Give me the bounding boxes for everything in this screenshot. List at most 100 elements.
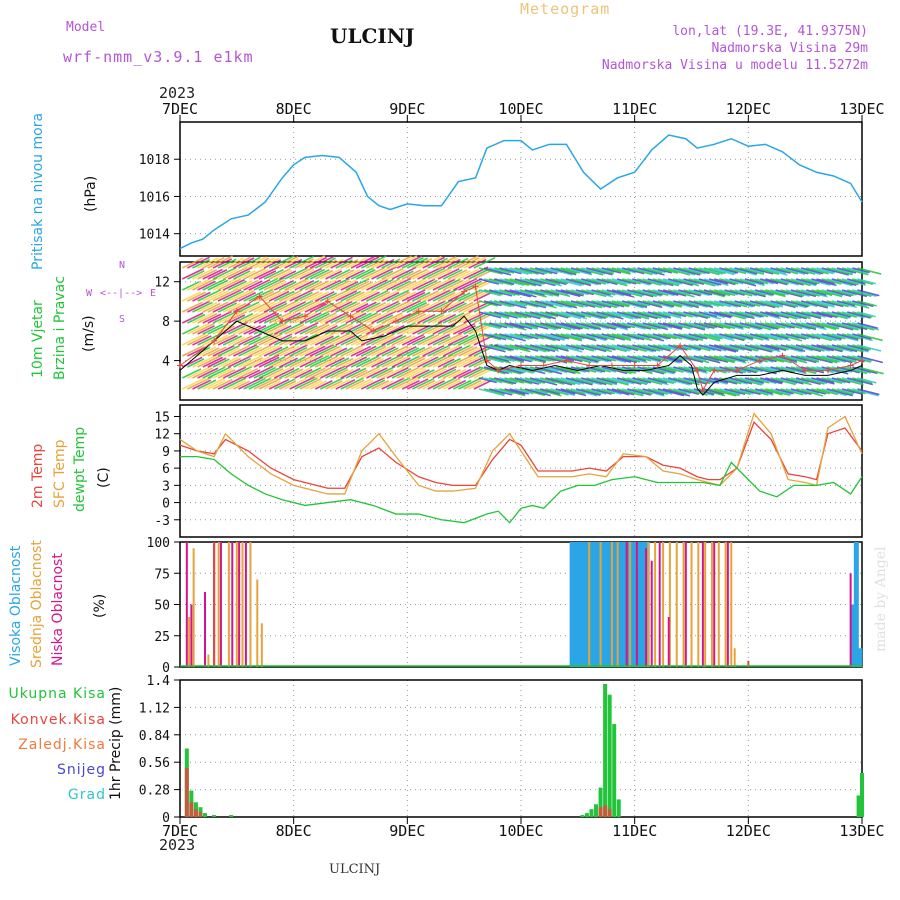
wind-barb [668, 333, 694, 342]
wind-barb [780, 333, 800, 340]
wind-barb [847, 366, 871, 374]
wind-barb [494, 333, 513, 340]
wind-barb [187, 376, 213, 390]
wind-barb [376, 258, 395, 269]
wind-barb [637, 333, 665, 342]
wind-barb [197, 269, 218, 280]
wind-barb [381, 377, 405, 390]
wind-barb [642, 322, 669, 331]
wind-barb [642, 311, 668, 319]
wind-barb [360, 255, 387, 269]
wind-barb [268, 281, 287, 291]
wind-barb [345, 346, 364, 357]
wind-barb [591, 344, 610, 351]
y-tick-label: 0.84 [139, 729, 170, 744]
wind-barb [222, 377, 247, 390]
wind-barb [754, 267, 780, 275]
wind-barb [294, 299, 320, 313]
wind-barb [760, 388, 783, 396]
wind-barb [453, 270, 471, 280]
wind-gust-point [302, 313, 309, 320]
wind-barb [187, 300, 210, 313]
wind-barb [662, 289, 687, 297]
wind-barb [360, 367, 382, 379]
wind-barb [555, 344, 583, 353]
legend-total: Ukupna Kisa [8, 686, 106, 702]
wind-barb [217, 310, 244, 324]
wind-barb [795, 377, 821, 386]
wind-barb [309, 280, 329, 291]
wind-barb [550, 366, 576, 375]
wind-barb [212, 258, 232, 269]
wind-barb [581, 333, 607, 342]
wind-barb [504, 344, 531, 353]
wind-barb [248, 268, 269, 280]
wind-barb [826, 267, 853, 276]
wind-barb [499, 377, 518, 384]
wind-barb [785, 388, 808, 396]
wind-barb [376, 300, 400, 313]
wind-barb [488, 355, 510, 362]
wind-barb [499, 322, 527, 331]
wind-barb [760, 278, 779, 285]
wind-barb [565, 311, 586, 318]
wind-barb [376, 314, 394, 324]
wind-barb [662, 344, 683, 351]
wind-barb [729, 344, 753, 352]
wind-barb [432, 256, 457, 269]
wind-barb [432, 354, 458, 368]
wind-barb [668, 366, 694, 375]
wind-barb [181, 291, 202, 302]
cloud-bar [204, 592, 207, 667]
wind-barb [811, 388, 830, 395]
wind-barb [852, 289, 877, 297]
wind-barb [284, 277, 309, 291]
wind-barb [535, 388, 562, 397]
wind-barb [621, 267, 645, 275]
wind-barb [652, 289, 675, 297]
wind-barb [529, 311, 556, 320]
wind-barb [519, 333, 539, 340]
wind-barb [657, 333, 677, 340]
wind-barb [570, 322, 597, 331]
wind-barb [698, 333, 721, 341]
wind-barb [836, 278, 859, 286]
y-tick-label: -3 [154, 514, 170, 529]
wind-barb [540, 267, 559, 274]
wind-barb [647, 333, 668, 340]
wind-barb [442, 269, 463, 280]
wind-barb [540, 289, 560, 296]
wind-barb [366, 278, 389, 291]
wind-barb [192, 354, 218, 368]
y-tick-label: 100 [147, 536, 170, 551]
wind-barb [847, 267, 868, 275]
wind-barb [386, 289, 410, 302]
wind-barb [678, 355, 704, 364]
wind-gust-point [483, 357, 490, 364]
wind-barb [478, 344, 506, 353]
wind-barb [724, 289, 745, 296]
wind-barb [795, 311, 822, 320]
wind-barb [406, 279, 428, 291]
wind-barb [596, 344, 616, 351]
precip-bar [616, 799, 621, 817]
y-tick-label: 1.12 [139, 701, 170, 716]
wind-barb [453, 313, 471, 324]
wind-barb [719, 388, 741, 396]
wind-barb [289, 325, 308, 335]
wind-barb [427, 289, 451, 302]
wind-barb [836, 289, 857, 296]
y-tick-label: 1016 [139, 190, 170, 205]
wind-barb [673, 278, 700, 287]
wind-barb [406, 368, 427, 379]
footer-station: ULCINJ [329, 862, 381, 877]
wind-barb [688, 278, 716, 287]
wind-barb [811, 377, 835, 385]
wind-barb [826, 355, 853, 364]
cloud-bar [190, 604, 193, 667]
legend-snow: Snijeg [56, 762, 106, 778]
wind-gust-point [518, 362, 524, 369]
wind-barb [386, 366, 409, 379]
wind-barb [263, 335, 283, 346]
wind-barb [222, 366, 247, 379]
